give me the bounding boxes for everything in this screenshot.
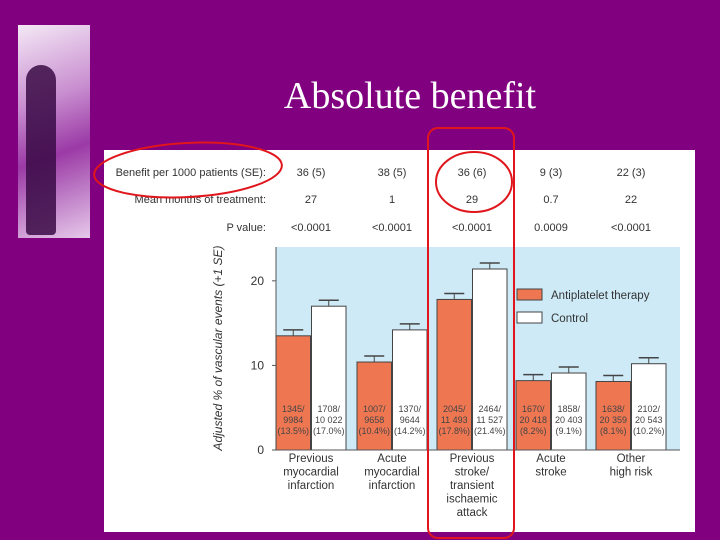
bar-data-label: 9644 — [400, 415, 420, 425]
bar — [595, 380, 631, 451]
legend-swatch — [516, 311, 543, 324]
bar — [551, 372, 587, 451]
table-row-label: P value: — [226, 222, 266, 234]
bar-data-label: 1345/ — [282, 404, 305, 414]
x-category-label: Acute — [377, 453, 406, 465]
bar-data-label: 20 418 — [519, 415, 547, 425]
x-category-label: Other — [617, 453, 646, 465]
bar-data-label: (8.1%) — [600, 426, 627, 436]
annotation-ellipse — [93, 141, 283, 199]
bar-data-label: 1858/ — [557, 404, 580, 414]
table-cell: <0.0001 — [372, 222, 412, 234]
table-cell: 0.7 — [543, 194, 558, 206]
x-category-label: stroke — [535, 467, 566, 479]
bar-data-label: 9984 — [283, 415, 303, 425]
table-cell: 9 (3) — [540, 167, 563, 179]
bar-data-label: (13.5%) — [277, 426, 309, 436]
bar-data-label: 11 527 — [476, 415, 503, 425]
y-tick-label: 10 — [251, 358, 265, 372]
table-cell: 22 — [625, 194, 637, 206]
table-row-label: Benefit per 1000 patients (SE): — [116, 167, 266, 179]
bar-data-label: 2464/ — [478, 404, 501, 414]
table-cell: 29 — [466, 194, 478, 206]
bar — [436, 298, 472, 451]
bar-data-label: (10.4%) — [358, 426, 390, 436]
y-tick-label: 0 — [257, 443, 264, 457]
bar-data-label: 20 403 — [555, 415, 583, 425]
x-category-label: Previous — [450, 453, 495, 465]
bar-data-label: 1007/ — [363, 404, 386, 414]
table-cell: <0.0001 — [291, 222, 331, 234]
bar-data-label: (17.8%) — [438, 426, 470, 436]
bar-data-label: (14.2%) — [394, 426, 426, 436]
bar — [356, 361, 392, 451]
x-category-label: high risk — [610, 467, 653, 479]
bar — [472, 268, 508, 451]
bar-data-label: 2045/ — [443, 404, 466, 414]
annotation-circle — [435, 151, 513, 213]
bar — [515, 380, 551, 451]
table-cell: <0.0001 — [611, 222, 651, 234]
bar-data-label: 20 359 — [599, 415, 627, 425]
bar — [631, 363, 667, 451]
bar-data-label: 1370/ — [398, 404, 421, 414]
legend-label: Antiplatelet therapy — [551, 290, 650, 302]
bar-data-label: 11 493 — [441, 415, 468, 425]
bar-data-label: 2102/ — [637, 404, 660, 414]
x-category-label: transient — [450, 480, 495, 492]
table-cell: 36 (5) — [297, 167, 326, 179]
bar-data-label: (21.4%) — [474, 426, 506, 436]
table-cell: 38 (5) — [378, 167, 407, 179]
x-category-label: infarction — [369, 480, 416, 492]
slide-title: Absolute benefit — [283, 75, 537, 117]
x-category-label: Acute — [536, 453, 565, 465]
bar-data-label: (10.2%) — [633, 426, 665, 436]
bar-data-label: 1638/ — [602, 404, 625, 414]
bar-data-label: (9.1%) — [555, 426, 582, 436]
legend-swatch — [516, 288, 543, 301]
x-category-label: infarction — [288, 480, 335, 492]
x-category-label: ischaemic — [446, 494, 497, 506]
table-cell: <0.0001 — [452, 222, 492, 234]
x-category-label: myocardial — [283, 467, 339, 479]
bar-data-label: (17.0%) — [313, 426, 345, 436]
bar-data-label: 20 543 — [635, 415, 663, 425]
bar-data-label: 1670/ — [522, 404, 545, 414]
bar — [392, 329, 428, 451]
table-cell: 0.0009 — [534, 222, 568, 234]
x-category-label: Previous — [289, 453, 334, 465]
bar-data-label: 1708/ — [317, 404, 340, 414]
table-cell: 22 (3) — [617, 167, 646, 179]
table-cell: 36 (6) — [458, 167, 487, 179]
silhouette-figure — [26, 65, 56, 235]
x-category-label: stroke/ — [455, 467, 490, 479]
x-category-label: myocardial — [364, 467, 420, 479]
annotation-highlight-box — [427, 127, 515, 539]
x-category-label: attack — [457, 507, 488, 519]
bar-data-label: 10 022 — [315, 415, 343, 425]
y-axis-label: Adjusted % of vascular events (+1 SE) — [211, 245, 225, 451]
decorative-photo — [18, 25, 90, 238]
bar-data-label: (8.2%) — [520, 426, 547, 436]
legend-label: Control — [551, 313, 588, 325]
bar-data-label: 9658 — [364, 415, 384, 425]
table-cell: 1 — [389, 194, 395, 206]
y-tick-label: 20 — [251, 274, 265, 288]
table-cell: 27 — [305, 194, 317, 206]
